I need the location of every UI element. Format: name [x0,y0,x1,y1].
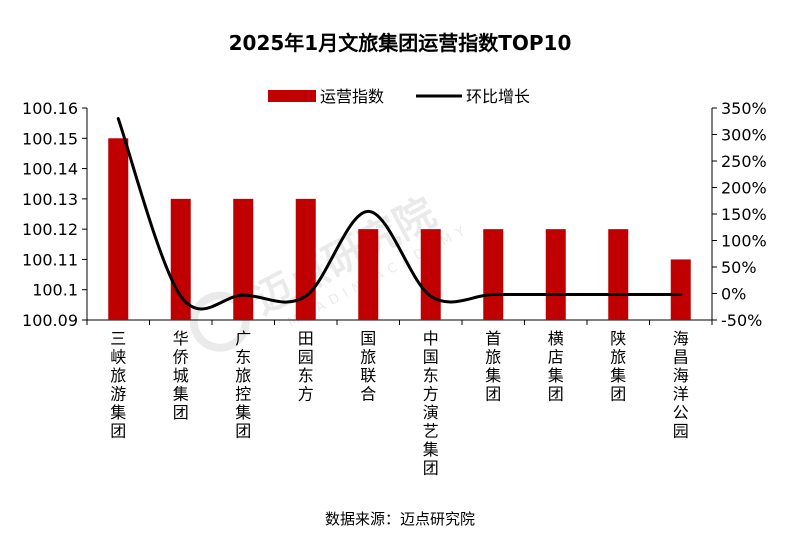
category-labels: 三峡旅游集团 华侨城集团 广东旅控集团 田园东方 国旅联合 中国东方演艺集团 首旅集团 横店集… [110,329,689,478]
left-axis-ticks: 100.09 100.1 100.11 100.12 100.13 100.14 100.1… [22,99,87,330]
left-tick-label: 100.13 [22,190,78,209]
right-tick-label: 350% [721,99,767,118]
right-tick-label: 300% [721,126,767,145]
left-tick-label: 100.15 [22,129,78,148]
left-tick-label: 100.16 [22,99,78,118]
legend: 运营指数 环比增长 [268,87,530,106]
bar [233,198,254,320]
left-tick-label: 100.14 [22,160,78,179]
category-label: 海昌海洋公园 [673,329,689,441]
bar [420,229,441,320]
category-label: 陕旅集团 [610,329,626,404]
legend-bar-swatch [268,90,316,102]
source-note: 数据来源：迈点研究院 [325,510,475,528]
category-label: 中国东方演艺集团 [423,329,439,478]
right-tick-label: 150% [721,205,767,224]
right-tick-label: 100% [721,232,767,251]
left-tick-label: 100.1 [32,281,78,300]
bar [358,229,379,320]
category-label: 横店集团 [548,329,564,404]
category-label: 国旅联合 [360,329,376,404]
bar [483,229,504,320]
bar [170,198,191,320]
bar [108,138,129,320]
category-label: 首旅集团 [485,329,501,404]
chart-title: 2025年1月文旅集团运营指数TOP10 [229,31,572,55]
right-tick-label: -50% [721,311,762,330]
legend-line-label: 环比增长 [466,87,530,106]
left-tick-label: 100.09 [22,311,78,330]
bar [608,229,629,320]
right-tick-label: 0% [721,285,746,304]
right-axis-ticks: -50% 0% 50% 100% 150% 200% 250% 300% 350% [712,99,767,330]
left-tick-label: 100.12 [22,220,78,239]
legend-bar-label: 运营指数 [320,87,384,106]
category-label: 广东旅控集团 [235,329,251,441]
category-label: 田园东方 [298,329,314,404]
bar [295,198,316,320]
bar [545,229,566,320]
bar [670,259,691,320]
category-label: 三峡旅游集团 [110,329,126,441]
line-series [116,117,683,311]
right-tick-label: 250% [721,152,767,171]
left-tick-label: 100.11 [22,250,78,269]
category-label: 华侨城集团 [173,329,189,422]
right-tick-label: 200% [721,179,767,198]
right-tick-label: 50% [721,258,757,277]
